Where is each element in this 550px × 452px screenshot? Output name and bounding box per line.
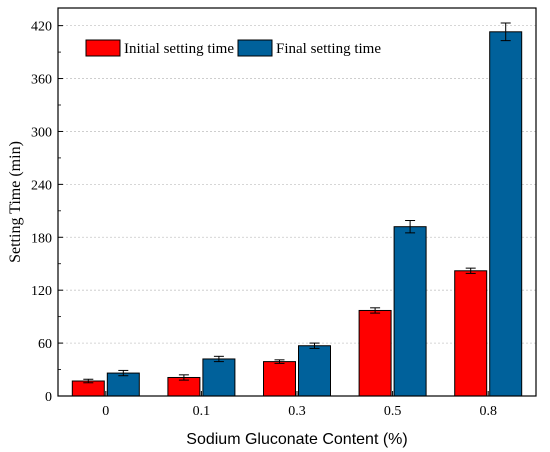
bar-final-0.5 <box>393 226 427 397</box>
error-bar <box>500 22 511 42</box>
error-bar <box>178 374 189 381</box>
error-bar <box>83 378 94 384</box>
x-axis: 0 0.1 0.3 0.5 0.8 <box>102 391 497 419</box>
x-tick-label: 0 <box>102 404 109 419</box>
x-tick-label: 0.1 <box>193 404 211 419</box>
error-bar <box>405 220 416 234</box>
y-axis-title: Setting Time (min) <box>7 141 24 263</box>
y-tick-label: 240 <box>31 178 52 193</box>
error-bar <box>118 369 129 377</box>
legend-item-final: Final setting time <box>237 39 381 57</box>
bar-final-0.1 <box>202 358 236 397</box>
bar-final-0 <box>106 372 140 397</box>
bar-initial-0.3 <box>263 361 296 397</box>
y-tick-label: 180 <box>31 231 52 246</box>
error-bar <box>465 267 476 274</box>
error-bar <box>370 307 381 314</box>
error-bar <box>309 342 320 349</box>
bar-final-0.8 <box>489 31 523 397</box>
y-tick-label: 0 <box>45 390 52 405</box>
legend-swatch <box>85 39 121 57</box>
error-bar <box>274 359 285 364</box>
y-tick-label: 120 <box>31 284 52 299</box>
y-tick-label: 420 <box>31 20 52 35</box>
error-bars <box>83 22 511 384</box>
y-axis: 0 60 120 180 240 300 360 420 <box>31 20 63 405</box>
y-tick-label: 300 <box>31 125 52 140</box>
error-bar <box>213 355 224 363</box>
x-axis-title: Sodium Gluconate Content (%) <box>186 431 407 448</box>
legend: Initial setting time Final setting time <box>85 39 381 57</box>
legend-swatch <box>237 39 273 57</box>
bar-final-0.3 <box>298 345 331 397</box>
y-tick-label: 60 <box>38 337 52 352</box>
x-tick-label: 0.8 <box>479 404 497 419</box>
bar-initial-0.8 <box>454 270 488 397</box>
legend-label: Final setting time <box>276 41 381 57</box>
bar-initial-0.5 <box>358 309 392 397</box>
y-tick-label: 360 <box>31 73 52 88</box>
x-tick-label: 0.3 <box>288 404 306 419</box>
x-tick-label: 0.5 <box>384 404 402 419</box>
bars <box>71 31 523 397</box>
legend-item-initial: Initial setting time <box>85 39 234 57</box>
legend-label: Initial setting time <box>124 41 234 57</box>
